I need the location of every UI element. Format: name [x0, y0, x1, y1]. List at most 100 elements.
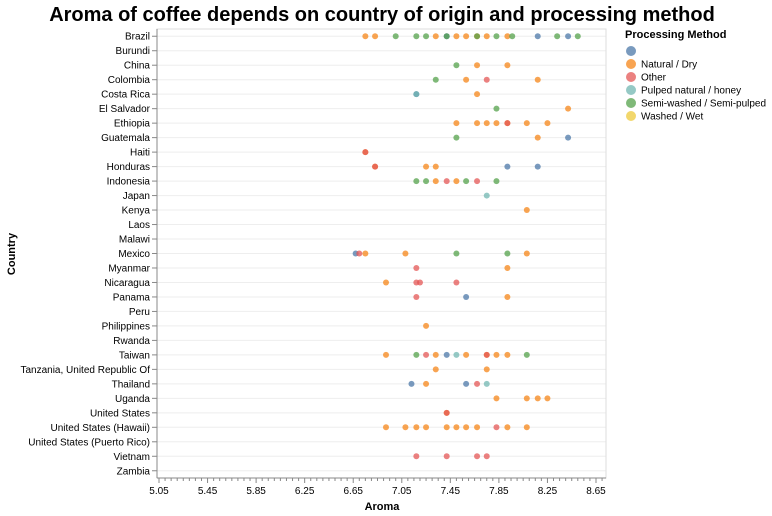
data-point [483, 453, 490, 460]
x-axis-title: Aroma [365, 501, 401, 513]
legend-label: Semi-washed / Semi-pulped [641, 99, 766, 110]
data-point [483, 76, 490, 83]
data-point [534, 395, 541, 402]
data-point [463, 178, 470, 185]
x-tick-label: 6.65 [343, 486, 363, 497]
data-point [453, 351, 460, 358]
data-point [453, 424, 460, 431]
data-point [504, 163, 511, 170]
legend-label: Other [641, 73, 667, 84]
data-point [423, 178, 430, 185]
y-tick-label: Haiti [130, 148, 150, 159]
data-point [523, 395, 530, 402]
data-point [432, 351, 439, 358]
y-tick-label: Zambia [117, 466, 151, 477]
data-point [372, 33, 379, 40]
data-point [474, 453, 481, 460]
data-point [443, 453, 450, 460]
data-point [463, 351, 470, 358]
data-point [453, 250, 460, 257]
data-point [504, 250, 511, 257]
data-point [362, 149, 369, 156]
data-point [504, 293, 511, 300]
data-point [504, 264, 511, 271]
data-point [423, 322, 430, 329]
x-tick-label: 5.45 [198, 486, 218, 497]
data-point [523, 250, 530, 257]
x-tick-label: 7.05 [392, 486, 412, 497]
data-point [432, 366, 439, 373]
data-point [453, 178, 460, 185]
data-point [413, 424, 420, 431]
data-point [523, 424, 530, 431]
data-point [483, 366, 490, 373]
data-point [544, 395, 551, 402]
data-point [453, 134, 460, 141]
y-tick-label: Philippines [102, 321, 150, 332]
data-point [443, 351, 450, 358]
data-point [382, 424, 389, 431]
data-point [493, 351, 500, 358]
data-point [474, 380, 481, 387]
y-tick-label: Rwanda [113, 336, 150, 347]
data-point [493, 120, 500, 127]
data-point [453, 120, 460, 127]
data-point [382, 279, 389, 286]
y-axis-title: Country [6, 232, 18, 275]
y-tick-label: Panama [113, 292, 151, 303]
x-axis: 5.05 5.45 5.85 6.25 6.65 7.05 7.45 7.85 8.25 8.65 [149, 477, 606, 497]
y-tick-label: Brazil [125, 32, 150, 43]
data-point [574, 33, 581, 40]
y-tick-label: United States (Puerto Rico) [28, 437, 150, 448]
data-point [493, 33, 500, 40]
data-point [413, 351, 420, 358]
data-point [413, 91, 420, 98]
y-tick-label: Burundi [116, 46, 150, 57]
y-tick-label: Taiwan [119, 350, 150, 361]
data-point [432, 178, 439, 185]
y-tick-label: Kenya [122, 206, 151, 217]
data-point [423, 351, 430, 358]
data-point [413, 293, 420, 300]
data-point [504, 120, 511, 127]
y-tick-label: Nicaragua [104, 278, 150, 289]
data-point [356, 250, 363, 257]
data-point [432, 33, 439, 40]
data-point [413, 264, 420, 271]
x-tick-label: 7.45 [441, 486, 461, 497]
data-point [565, 105, 572, 112]
legend-label: Washed / Wet [641, 112, 703, 123]
data-point [483, 380, 490, 387]
data-point [523, 207, 530, 214]
y-tick-label: Uganda [115, 394, 150, 405]
data-point [413, 178, 420, 185]
y-tick-label: Japan [123, 191, 150, 202]
x-tick-label: 7.85 [489, 486, 509, 497]
data-point [463, 33, 470, 40]
data-point [534, 33, 541, 40]
data-point [504, 351, 511, 358]
data-point [372, 163, 379, 170]
data-point [504, 33, 511, 40]
data-point [474, 91, 481, 98]
data-point [509, 33, 516, 40]
y-tick-label: Thailand [112, 379, 150, 390]
data-point [402, 424, 409, 431]
data-point [534, 134, 541, 141]
data-point [423, 424, 430, 431]
legend-swatch [626, 46, 636, 56]
y-tick-label: Colombia [108, 75, 151, 86]
data-point [565, 134, 572, 141]
data-point [493, 424, 500, 431]
data-point [474, 120, 481, 127]
data-points [352, 33, 581, 460]
chart-title: Aroma of coffee depends on country of or… [49, 4, 715, 26]
legend-swatch [626, 72, 636, 82]
data-point [463, 76, 470, 83]
legend-swatch [626, 98, 636, 108]
legend-title: Processing Method [625, 29, 726, 41]
data-point [504, 424, 511, 431]
data-point [523, 351, 530, 358]
x-tick-label: 5.05 [149, 486, 169, 497]
